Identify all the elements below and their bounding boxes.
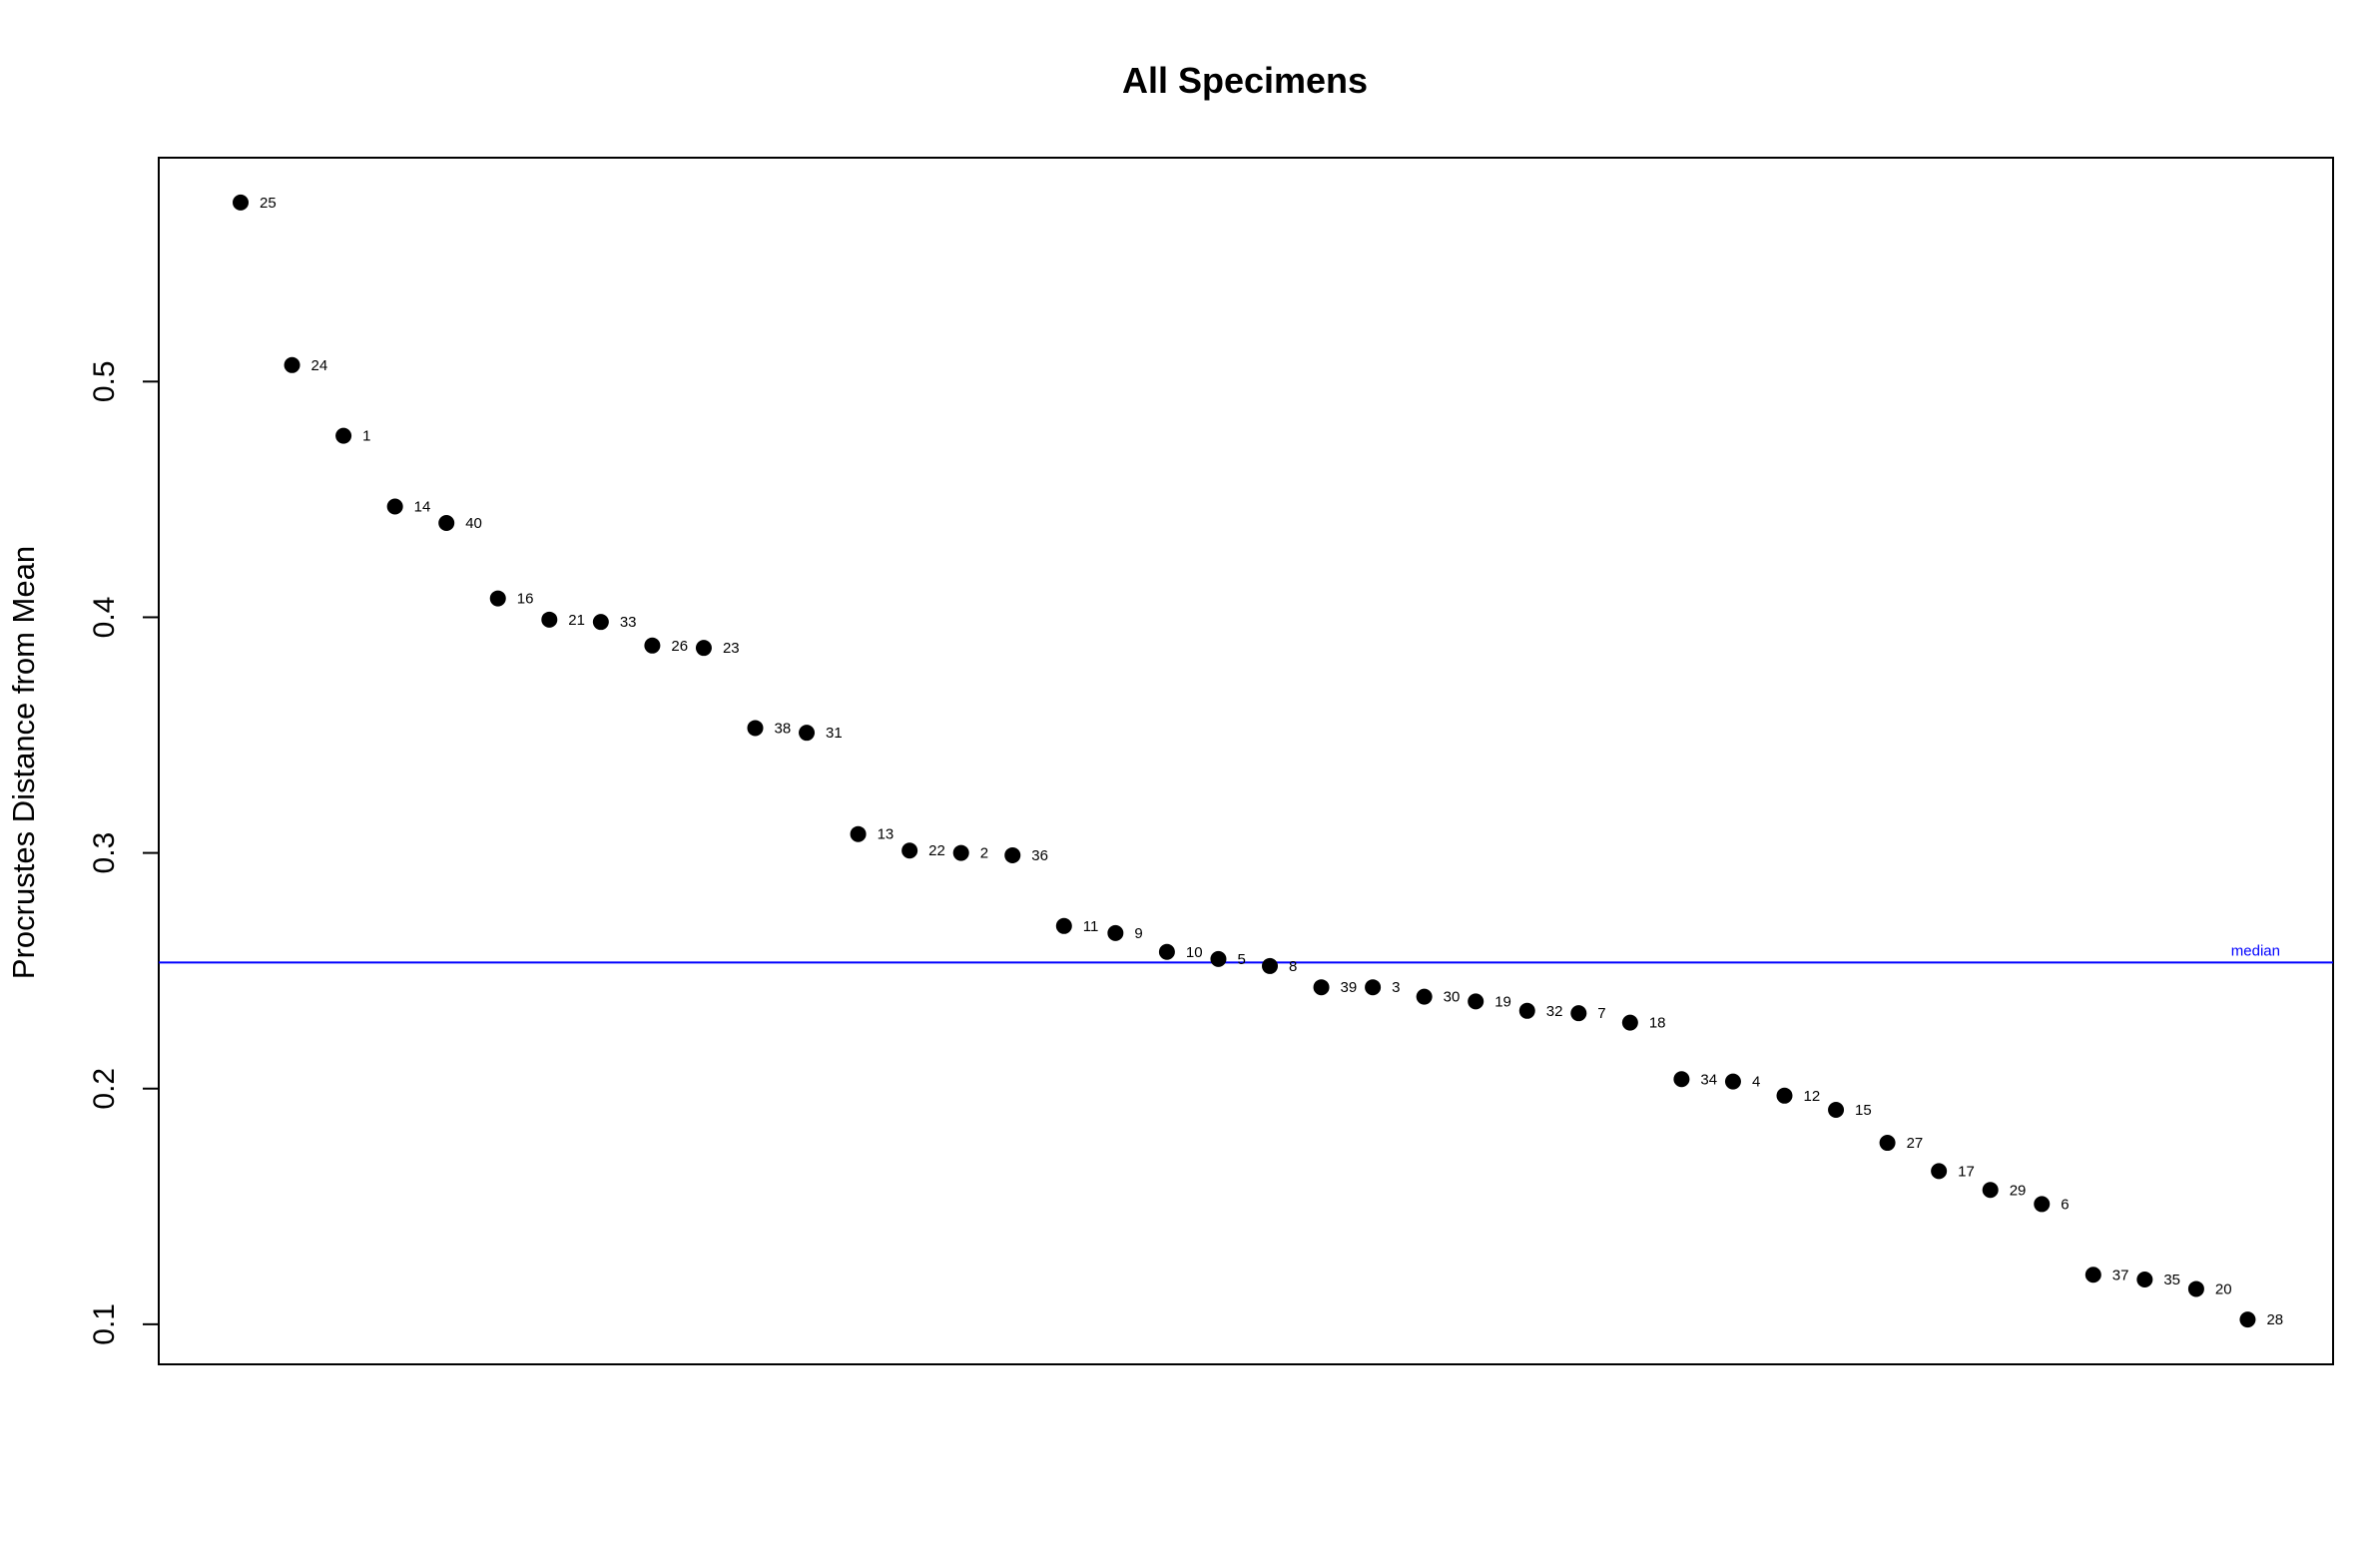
data-point bbox=[2239, 1311, 2256, 1328]
data-point bbox=[1673, 1071, 1690, 1088]
data-point bbox=[1313, 979, 1330, 996]
data-point-label: 19 bbox=[1494, 993, 1511, 1010]
data-point-label: 13 bbox=[878, 826, 894, 843]
data-point bbox=[1210, 950, 1227, 967]
data-point-label: 6 bbox=[2061, 1196, 2069, 1213]
data-point bbox=[1879, 1135, 1896, 1152]
data-point bbox=[2187, 1281, 2204, 1297]
data-point-label: 32 bbox=[1546, 1003, 1563, 1020]
data-point-label: 33 bbox=[620, 614, 637, 631]
data-point-label: 35 bbox=[2163, 1272, 2180, 1288]
y-tick-label: 0.1 bbox=[88, 1303, 121, 1345]
data-point bbox=[1570, 1005, 1587, 1022]
data-point-label: 3 bbox=[1392, 979, 1400, 996]
data-point-label: 18 bbox=[1649, 1015, 1666, 1032]
data-point-label: 14 bbox=[414, 498, 431, 515]
data-point-label: 15 bbox=[1855, 1102, 1872, 1119]
data-point bbox=[1468, 993, 1485, 1010]
data-point-label: 16 bbox=[517, 591, 534, 608]
data-point-label: 31 bbox=[826, 725, 843, 742]
data-point bbox=[644, 637, 661, 654]
data-point-label: 24 bbox=[311, 357, 328, 374]
data-point bbox=[592, 614, 609, 631]
data-point-label: 11 bbox=[1083, 918, 1099, 935]
data-point bbox=[1776, 1087, 1793, 1104]
data-point bbox=[438, 515, 455, 532]
data-point bbox=[541, 611, 558, 628]
data-point bbox=[1416, 988, 1433, 1005]
data-point-label: 8 bbox=[1289, 958, 1297, 975]
data-point bbox=[2084, 1267, 2101, 1284]
data-point-label: 23 bbox=[723, 640, 740, 657]
data-point bbox=[489, 590, 506, 607]
chart-title: All Specimens bbox=[1122, 60, 1368, 101]
data-point bbox=[1262, 957, 1278, 974]
data-point bbox=[695, 640, 712, 657]
y-axis: 0.1 0.2 0.3 0.4 0.5 bbox=[88, 360, 160, 1345]
data-point-label: 36 bbox=[1031, 847, 1048, 864]
data-point-label: 29 bbox=[2010, 1182, 2027, 1199]
data-point bbox=[1365, 979, 1382, 996]
data-point bbox=[1724, 1073, 1741, 1090]
data-point-label: 22 bbox=[928, 842, 945, 859]
data-point bbox=[901, 842, 918, 859]
data-point bbox=[2136, 1271, 2153, 1287]
data-point bbox=[1004, 846, 1021, 863]
data-point-label: 38 bbox=[775, 720, 792, 737]
data-point-label: 28 bbox=[2266, 1311, 2283, 1328]
data-point-label: 40 bbox=[465, 515, 482, 532]
data-point bbox=[1621, 1014, 1638, 1031]
data-point bbox=[952, 844, 969, 861]
data-point-label: 4 bbox=[1752, 1074, 1760, 1091]
median-layer: median bbox=[159, 942, 2333, 964]
data-point bbox=[335, 427, 352, 444]
data-point bbox=[233, 194, 249, 211]
y-tick-label: 0.5 bbox=[88, 360, 121, 402]
data-point-label: 34 bbox=[1700, 1071, 1717, 1088]
data-point-label: 7 bbox=[1597, 1005, 1605, 1022]
data-point bbox=[2034, 1196, 2051, 1213]
y-tick-label: 0.3 bbox=[88, 832, 121, 874]
y-tick-label: 0.2 bbox=[88, 1068, 121, 1110]
data-point bbox=[386, 498, 403, 515]
median-label: median bbox=[2231, 942, 2280, 959]
data-point bbox=[284, 356, 300, 373]
data-point-label: 39 bbox=[1341, 979, 1358, 996]
data-point bbox=[1828, 1101, 1845, 1118]
data-point-label: 30 bbox=[1444, 989, 1461, 1006]
data-point-label: 26 bbox=[671, 638, 688, 655]
data-point-label: 20 bbox=[2215, 1281, 2232, 1297]
data-point-label: 17 bbox=[1958, 1163, 1975, 1180]
data-point bbox=[1158, 943, 1175, 960]
data-point-label: 10 bbox=[1186, 944, 1203, 961]
data-point-label: 12 bbox=[1804, 1088, 1821, 1105]
data-point bbox=[1518, 1002, 1535, 1019]
data-point bbox=[1931, 1163, 1948, 1180]
data-point-label: 27 bbox=[1907, 1135, 1924, 1152]
data-point bbox=[747, 720, 764, 737]
data-point-label: 5 bbox=[1237, 951, 1245, 968]
data-point-label: 2 bbox=[980, 845, 988, 862]
data-point bbox=[1107, 924, 1124, 941]
y-axis-label: Procrustes Distance from Mean bbox=[6, 546, 41, 979]
data-point-label: 21 bbox=[568, 612, 585, 629]
data-point bbox=[799, 725, 816, 742]
data-point-label: 25 bbox=[260, 195, 277, 212]
y-tick-label: 0.4 bbox=[88, 597, 121, 639]
data-point-label: 1 bbox=[362, 428, 370, 445]
data-point bbox=[1055, 917, 1072, 934]
plot-frame bbox=[158, 157, 2334, 1365]
data-point bbox=[1982, 1182, 1999, 1199]
data-point bbox=[850, 825, 867, 842]
data-point-label: 9 bbox=[1134, 925, 1142, 942]
data-point-label: 37 bbox=[2112, 1267, 2129, 1284]
